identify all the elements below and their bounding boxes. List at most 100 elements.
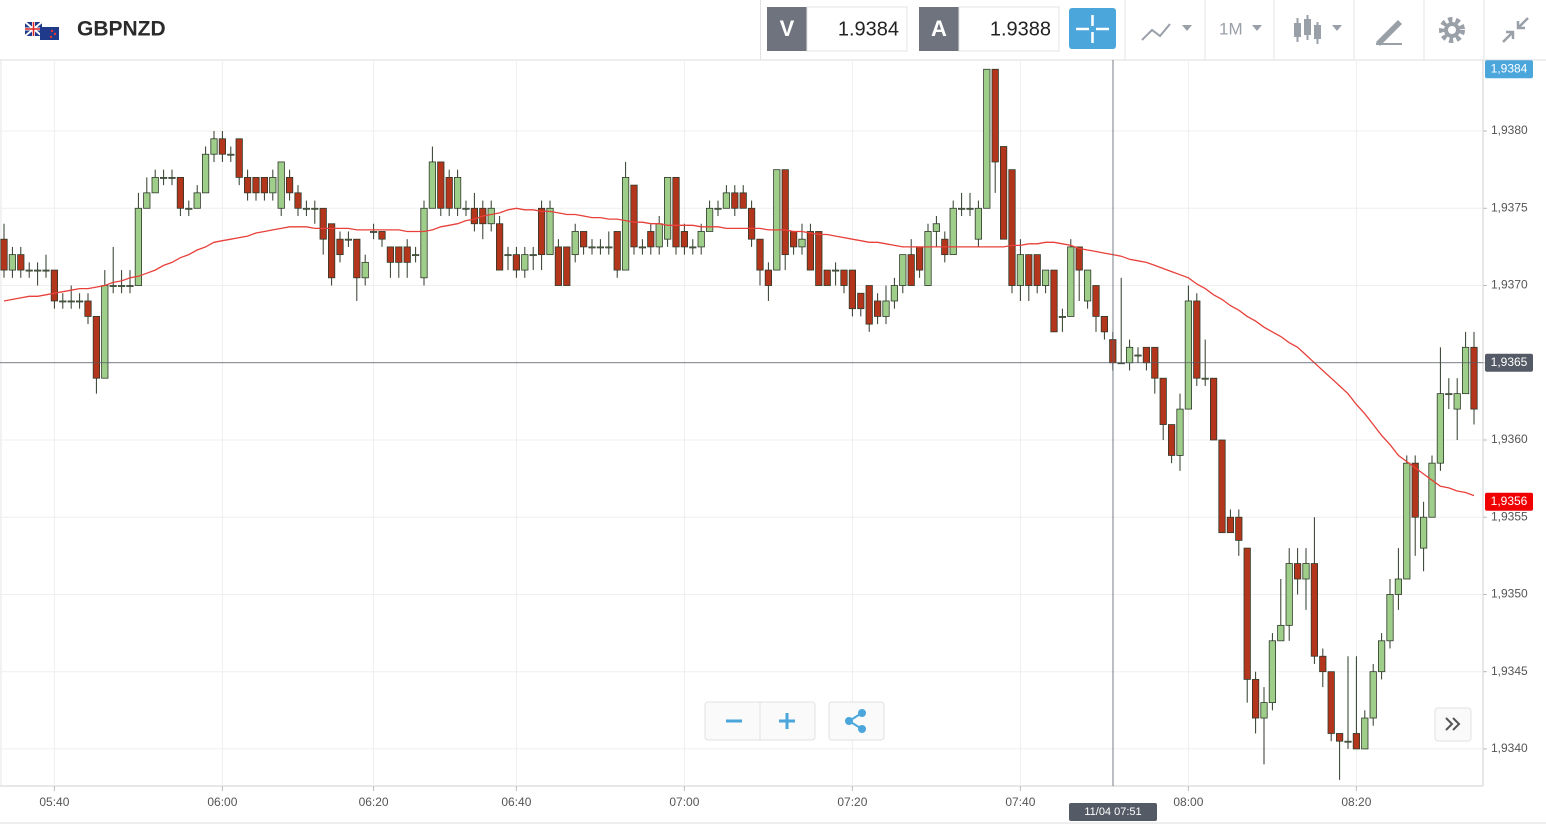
candle-body <box>336 238 344 256</box>
candle-body <box>630 184 638 248</box>
candle-body <box>411 254 420 257</box>
y-tick-label: 1,9355 <box>1491 509 1528 523</box>
candle-body <box>1126 346 1134 364</box>
candle-body <box>697 231 705 248</box>
candle-body <box>1210 377 1218 441</box>
x-tick-label: 07:40 <box>1005 795 1035 809</box>
bid-price: 1.9384 <box>838 18 899 40</box>
candle-body <box>1277 624 1285 642</box>
candle-body <box>512 254 521 271</box>
candle-body <box>67 300 75 303</box>
bid-label: V <box>780 16 795 41</box>
candle-body <box>924 231 932 286</box>
candle-body <box>1176 408 1184 456</box>
candle-body <box>840 269 848 286</box>
candle-body <box>706 207 714 232</box>
candle-body <box>311 207 319 210</box>
crosshair-icon <box>1076 15 1109 43</box>
candle-body <box>638 246 647 249</box>
candle-body <box>672 176 680 248</box>
candle-body <box>210 138 218 155</box>
crosshair-button[interactable] <box>1069 8 1116 49</box>
candle-body <box>1184 300 1192 410</box>
candle-body <box>538 207 546 256</box>
candle-body <box>361 261 369 279</box>
zoom-in[interactable] <box>779 713 795 729</box>
candle-body <box>521 254 529 271</box>
candle-body <box>580 231 588 248</box>
x-tick-label: 08:00 <box>1173 795 1203 809</box>
candle-body <box>185 207 193 210</box>
candle-body <box>588 246 596 249</box>
candle-body <box>865 285 873 325</box>
candle-body <box>1285 563 1293 626</box>
candle-body <box>193 192 201 209</box>
crosshair-price-label: 1,9365 <box>1491 355 1528 369</box>
candle-body <box>1201 377 1209 380</box>
x-tick-label: 05:40 <box>39 795 69 809</box>
candle-body <box>327 223 336 279</box>
candle-body <box>285 176 294 194</box>
candle-body <box>445 176 453 209</box>
y-tick-label: 1,9350 <box>1491 587 1528 601</box>
candle-body <box>1361 717 1369 750</box>
ask-button[interactable] <box>919 7 959 51</box>
candle-body <box>848 269 857 310</box>
candle-body <box>59 300 67 303</box>
share-button[interactable] <box>828 701 885 741</box>
x-tick-label: 07:00 <box>669 795 699 809</box>
candle-body <box>949 207 957 256</box>
candle-body <box>1000 146 1008 240</box>
candle-body <box>159 176 168 179</box>
candle-body <box>143 192 151 209</box>
crosshair-time-tag <box>1069 803 1157 821</box>
candle-body <box>714 207 722 210</box>
candle-body <box>1243 547 1251 680</box>
candle-body <box>437 161 445 209</box>
candle-body <box>252 176 260 194</box>
price-tag <box>1485 60 1533 79</box>
timeframe[interactable]: 1M <box>1219 19 1243 38</box>
candle-body <box>605 246 613 249</box>
price-tag-label: 1,9384 <box>1491 61 1528 75</box>
candle-body <box>1016 254 1025 286</box>
candle-body <box>1226 516 1234 534</box>
candle-body <box>1218 439 1226 534</box>
bid-button[interactable] <box>767 7 807 51</box>
candle-body <box>1260 702 1268 719</box>
scroll-end-button[interactable] <box>1434 707 1472 742</box>
candle-body <box>664 176 672 240</box>
candle-body <box>1067 246 1075 317</box>
candle-body <box>470 207 479 225</box>
candle-body <box>84 300 92 317</box>
candle-body <box>647 231 655 248</box>
candle-body <box>395 246 403 263</box>
candle-body <box>899 254 907 286</box>
candle-body <box>504 254 512 257</box>
candle-body <box>890 285 899 302</box>
candle-body <box>764 269 773 286</box>
candle-body <box>1235 516 1243 541</box>
candle-body <box>1411 462 1419 518</box>
candle-body <box>453 176 462 209</box>
candle-body <box>529 254 537 257</box>
candle-body <box>118 285 126 287</box>
candle-body <box>1369 671 1377 719</box>
y-tick-label: 1,9340 <box>1491 741 1528 755</box>
candle-body <box>1428 462 1436 518</box>
candle-body <box>201 153 210 194</box>
candle-body <box>260 176 269 194</box>
candle-body <box>1336 733 1344 742</box>
candle-body <box>168 176 176 179</box>
candle-body <box>916 246 924 271</box>
y-tick-label: 1,9345 <box>1491 664 1528 678</box>
candle-body <box>689 246 697 249</box>
candle-body <box>1008 169 1016 286</box>
candle-body <box>378 231 386 240</box>
candle-body <box>151 176 159 194</box>
x-tick-label: 07:20 <box>837 795 867 809</box>
candle-body <box>882 300 890 317</box>
candle-body <box>781 169 789 256</box>
candle-body <box>1075 246 1083 271</box>
